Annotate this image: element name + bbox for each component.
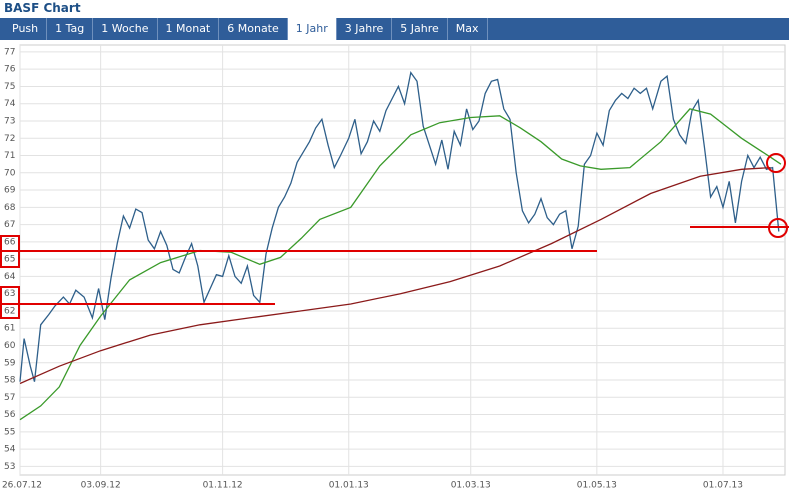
page-title: BASF Chart (4, 1, 81, 15)
price-line (19, 108, 782, 421)
tab[interactable]: 6 Monate (219, 18, 288, 40)
y-tick-label: 57 (4, 393, 15, 403)
y-tick-label: 63 (4, 289, 15, 299)
tab[interactable]: 5 Jahre (392, 18, 448, 40)
y-tick-label: 69 (4, 186, 16, 196)
highlight-box (0, 235, 20, 268)
y-tick-label: 75 (4, 82, 15, 92)
highlight-box (0, 286, 20, 319)
y-tick-label: 73 (4, 116, 15, 126)
y-tick-label: 59 (4, 358, 16, 368)
y-tick-label: 58 (4, 376, 16, 386)
x-tick-label: 26.07.12 (2, 481, 42, 491)
x-tick-label: 01.11.12 (203, 481, 243, 491)
price-line (19, 70, 780, 382)
y-tick-label: 62 (4, 306, 15, 316)
plot-area (19, 44, 786, 476)
x-tick-label: 01.03.13 (451, 481, 491, 491)
y-tick-label: 76 (4, 65, 16, 75)
price-line (19, 166, 771, 385)
x-tick-label: 03.09.12 (81, 481, 121, 491)
y-tick-label: 72 (4, 134, 15, 144)
x-tick-label: 01.01.13 (329, 481, 369, 491)
tab[interactable]: 1 Woche (93, 18, 158, 40)
y-tick-label: 53 (4, 462, 15, 472)
highlight-circle (766, 153, 786, 173)
tab[interactable]: 1 Tag (47, 18, 94, 40)
annotations (0, 153, 789, 319)
x-tick-label: 01.07.13 (703, 481, 743, 491)
y-tick-label: 77 (4, 47, 15, 57)
tab[interactable]: 1 Monat (158, 18, 220, 40)
y-tick-label: 64 (4, 272, 16, 282)
highlight-circle (768, 218, 788, 238)
y-tick-label: 71 (4, 151, 15, 161)
y-tick-label: 61 (4, 324, 15, 334)
y-tick-label: 55 (4, 427, 15, 437)
y-tick-label: 67 (4, 220, 15, 230)
y-tick-label: 68 (4, 203, 16, 213)
y-tick-label: 66 (4, 237, 16, 247)
tab[interactable]: Max (448, 18, 488, 40)
y-tick-label: 56 (4, 410, 16, 420)
y-tick-label: 54 (4, 445, 16, 455)
tab-bar: Push 1 Tag 1 Woche 1 Monat 6 Monate 1 Jahr 3 J… (0, 18, 789, 40)
tab[interactable]: 3 Jahre (337, 18, 393, 40)
y-tick-label: 65 (4, 255, 15, 265)
x-tick-label: 01.05.13 (577, 481, 617, 491)
tab[interactable]: 1 Jahr (287, 18, 337, 40)
y-tick-label: 60 (4, 341, 16, 351)
y-tick-label: 70 (4, 168, 16, 178)
tab[interactable]: Push (4, 18, 48, 40)
y-tick-label: 74 (4, 99, 16, 109)
